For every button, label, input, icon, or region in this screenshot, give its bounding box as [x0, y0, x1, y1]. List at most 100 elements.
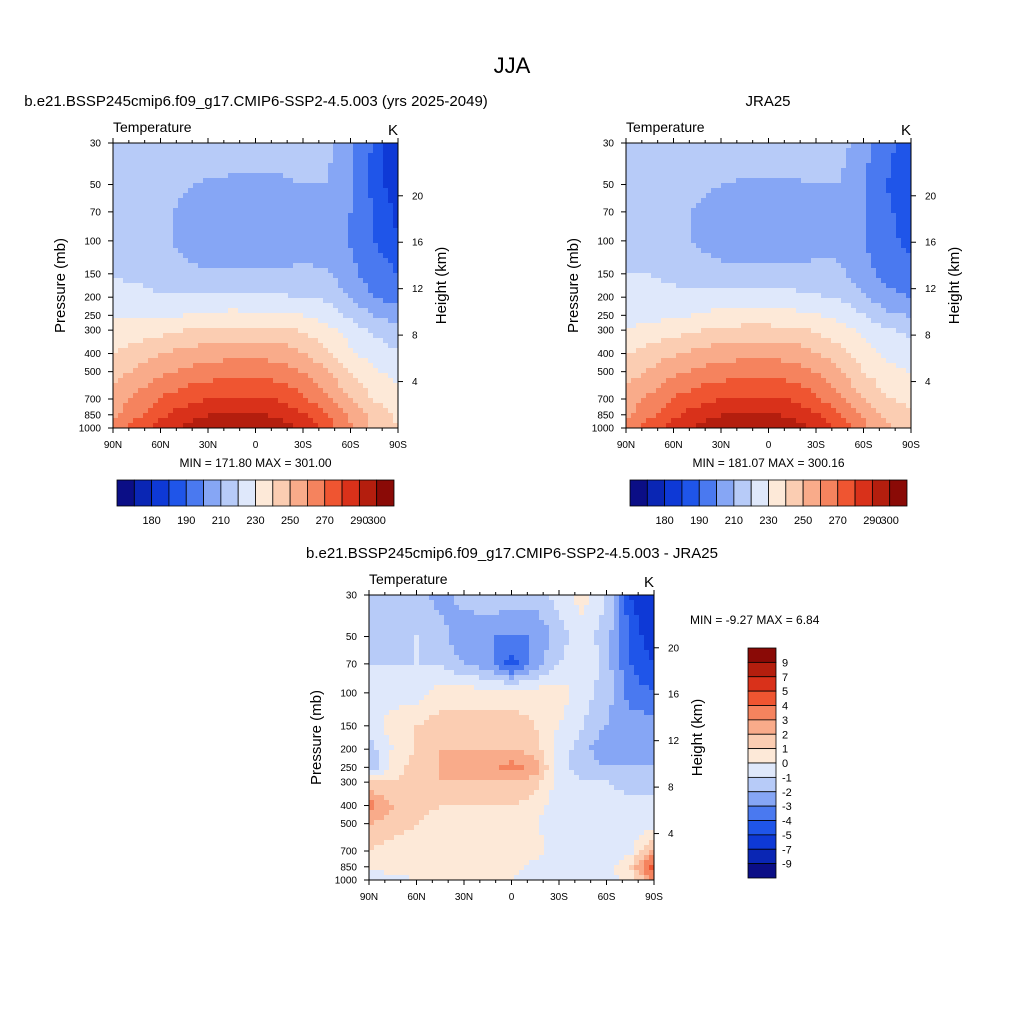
contour-cell: [876, 203, 882, 209]
contour-cell: [383, 373, 389, 379]
contour-cell: [343, 148, 349, 154]
contour-cell: [378, 393, 384, 399]
contour-cell: [383, 278, 389, 284]
contour-cell: [686, 238, 692, 244]
contour-cell: [368, 163, 374, 169]
contour-cell: [791, 173, 797, 179]
contour-cell: [686, 273, 692, 279]
contour-cell: [208, 238, 214, 244]
contour-cell: [383, 283, 389, 289]
contour-cell: [866, 238, 872, 244]
contour-cell: [761, 248, 767, 254]
contour-cell: [238, 228, 244, 234]
contour-cell: [901, 218, 907, 224]
contour-cell: [178, 258, 184, 264]
contour-cell: [358, 183, 364, 189]
contour-cell: [298, 153, 304, 159]
contour-cell: [348, 303, 354, 309]
contour-cell: [871, 173, 877, 179]
contour-cell: [348, 388, 354, 394]
contour-cell: [278, 193, 284, 199]
contour-cell: [801, 178, 807, 184]
contour-cell: [303, 233, 309, 239]
contour-cell: [776, 153, 782, 159]
contour-cell: [363, 293, 369, 299]
contour-cell: [831, 273, 837, 279]
contour-cell: [213, 353, 219, 359]
contour-cell: [183, 213, 189, 219]
contour-cell: [671, 253, 677, 259]
contour-cell: [213, 278, 219, 284]
contour-cell: [303, 158, 309, 164]
contour-cell: [881, 168, 887, 174]
contour-cell: [118, 203, 124, 209]
contour-cell: [676, 143, 682, 149]
contour-cell: [223, 258, 229, 264]
contour-cell: [223, 238, 229, 244]
contour-cell: [761, 243, 767, 249]
contour-cell: [238, 348, 244, 354]
contour-cell: [656, 248, 662, 254]
contour-cell: [298, 398, 304, 404]
contour-cell: [228, 193, 234, 199]
contour-cell: [218, 378, 224, 384]
contour-cell: [223, 403, 229, 409]
contour-cell: [846, 198, 852, 204]
contour-cell: [343, 333, 349, 339]
contour-cell: [288, 243, 294, 249]
contour-cell: [378, 218, 384, 224]
contour-cell: [283, 218, 289, 224]
contour-cell: [338, 183, 344, 189]
contour-cell: [143, 383, 149, 389]
contour-cell: [841, 198, 847, 204]
contour-cell: [906, 213, 911, 219]
contour-cell: [681, 248, 687, 254]
contour-cell: [148, 343, 154, 349]
contour-cell: [393, 288, 398, 294]
contour-cell: [776, 213, 782, 219]
x-tick-label: 90N: [104, 440, 122, 451]
contour-cell: [248, 198, 254, 204]
contour-cell: [283, 243, 289, 249]
contour-cell: [243, 293, 249, 299]
contour-cell: [891, 168, 897, 174]
contour-cell: [283, 338, 289, 344]
contour-cell: [731, 153, 737, 159]
contour-cell: [373, 148, 379, 154]
contour-cell: [178, 343, 184, 349]
contour-cell: [323, 188, 329, 194]
contour-cell: [651, 218, 657, 224]
contour-cell: [846, 188, 852, 194]
contour-cell: [298, 183, 304, 189]
contour-cell: [726, 198, 732, 204]
contour-cell: [183, 323, 189, 329]
contour-cell: [901, 208, 907, 214]
contour-cell: [691, 148, 697, 154]
contour-cell: [183, 243, 189, 249]
contour-cell: [811, 253, 817, 259]
contour-cell: [173, 183, 179, 189]
contour-cell: [148, 418, 154, 424]
contour-cell: [766, 183, 772, 189]
contour-cell: [248, 178, 254, 184]
contour-cell: [193, 238, 199, 244]
contour-cell: [168, 253, 174, 259]
contour-cell: [338, 423, 344, 428]
contour-cell: [383, 218, 389, 224]
y-tick-label: 300: [84, 326, 101, 337]
contour-cell: [691, 263, 697, 269]
contour-cell: [393, 423, 398, 428]
contour-cell: [318, 208, 324, 214]
contour-cell: [358, 413, 364, 419]
contour-cell: [218, 348, 224, 354]
contour-cell: [158, 388, 164, 394]
contour-cell: [273, 273, 279, 279]
contour-cell: [238, 413, 244, 419]
contour-cell: [841, 173, 847, 179]
contour-cell: [896, 248, 902, 254]
contour-cell: [218, 303, 224, 309]
contour-cell: [383, 183, 389, 189]
contour-cell: [298, 248, 304, 254]
contour-cell: [143, 308, 149, 314]
contour-cell: [273, 153, 279, 159]
